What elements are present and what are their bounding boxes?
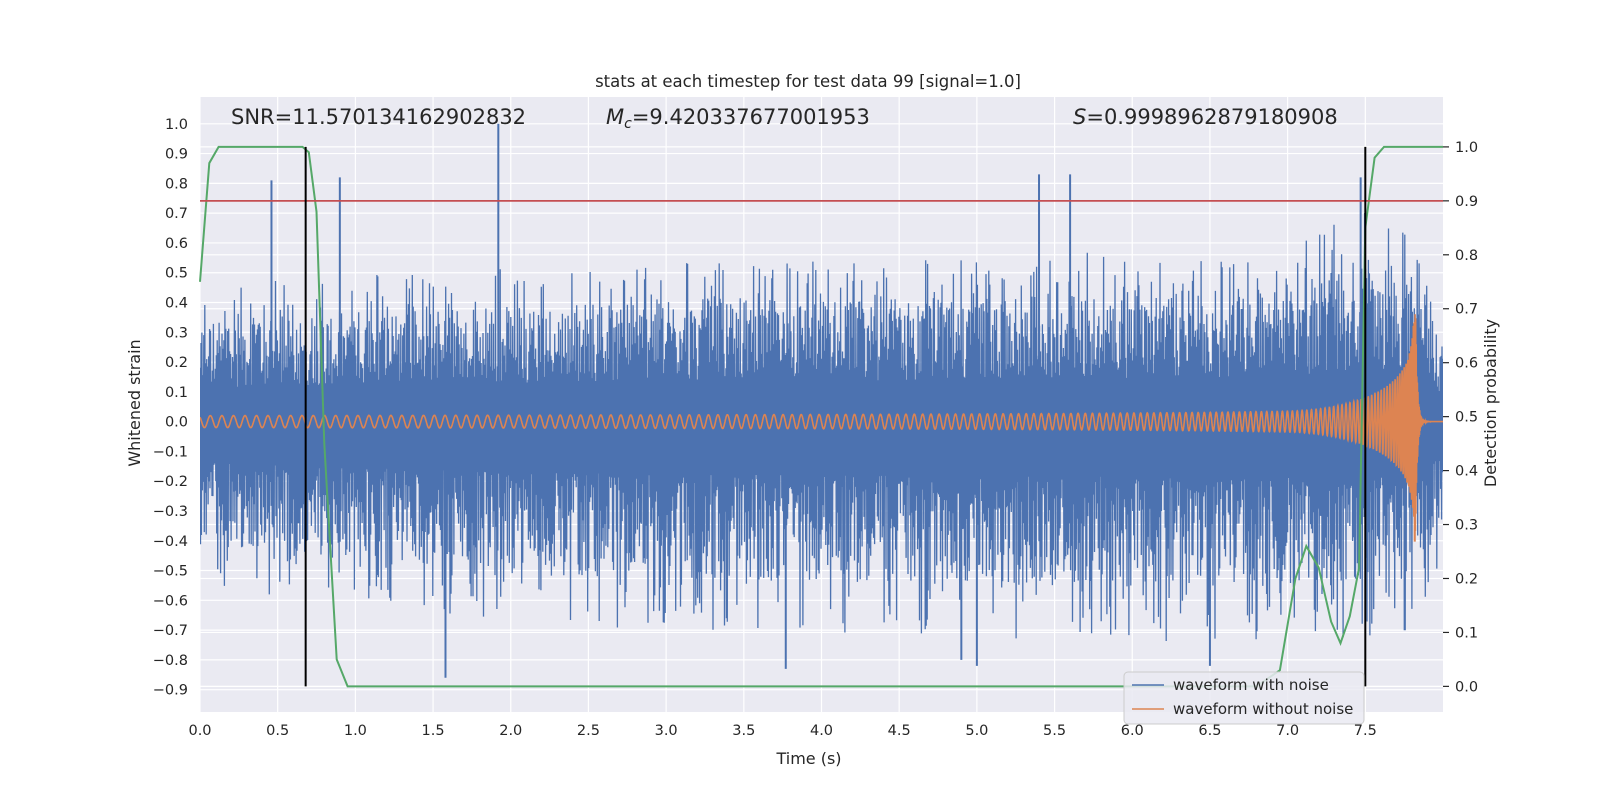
x-tick-label: 5.0 — [965, 723, 988, 739]
y2-tick-label: 0.1 — [1455, 625, 1478, 641]
y-tick-label: −0.7 — [153, 623, 188, 639]
mc-value: =9.420337677001953 — [632, 105, 870, 129]
x-tick-label: 2.5 — [577, 723, 600, 739]
s-stat: S=0.9998962879180908 — [1073, 105, 1338, 129]
snr-stat: SNR=11.570134162902832 — [231, 105, 526, 129]
y-tick-label: 0.4 — [165, 295, 188, 311]
x-tick-label: 4.5 — [888, 723, 911, 739]
y2-tick-label: 0.8 — [1455, 248, 1478, 264]
y-tick-label: −0.9 — [153, 683, 188, 699]
y-tick-label: −0.1 — [153, 444, 188, 460]
x-tick-label: 1.5 — [422, 723, 445, 739]
y-tick-label: 0.8 — [165, 176, 188, 192]
y-tick-label: 0.9 — [165, 147, 188, 163]
y-tick-label: −0.2 — [153, 474, 188, 490]
x-tick-label: 2.0 — [499, 723, 522, 739]
y-tick-label: 0.7 — [165, 206, 188, 222]
y2-tick-label: 0.3 — [1455, 518, 1478, 534]
legend: waveform with noise waveform without noi… — [1123, 671, 1365, 725]
x-tick-label: 7.0 — [1276, 723, 1299, 739]
y-tick-label: −0.8 — [153, 653, 188, 669]
x-tick-label: 7.5 — [1354, 723, 1377, 739]
x-tick-label: 1.0 — [344, 723, 367, 739]
x-axis-label: Time (s) — [775, 749, 841, 768]
y-tick-label: 0.5 — [165, 266, 188, 282]
x-tick-label: 3.0 — [655, 723, 678, 739]
y-tick-label: 0.1 — [165, 385, 188, 401]
mc-subscript: c — [624, 116, 632, 132]
x-tick-label: 3.5 — [732, 723, 755, 739]
series-waveform-without-noise — [200, 314, 1443, 542]
y-tick-label: −0.3 — [153, 504, 188, 520]
mc-stat: Mc=9.420337677001953 — [606, 105, 870, 132]
y-axis-left: 1.0 0.9 0.8 0.7 0.6 0.5 0.4 0.3 0.2 0.1 0.0 −0.1 −0.… — [153, 117, 188, 699]
y-tick-label: −0.5 — [153, 564, 188, 580]
overlay-layer — [199, 145, 1443, 688]
x-tick-label: 4.0 — [810, 723, 833, 739]
y-tick-label: −0.6 — [153, 593, 188, 609]
y2-tick-label: 0.9 — [1455, 194, 1478, 210]
y2-tick-label: 0.0 — [1455, 679, 1478, 695]
y2-axis-label: Detection probability — [1481, 319, 1500, 487]
y-tick-label: 0.0 — [165, 415, 188, 431]
y-tick-label: 0.3 — [165, 325, 188, 341]
x-tick-label: 0.0 — [188, 723, 211, 739]
y2-tick-label: 0.2 — [1455, 571, 1478, 587]
series-waveform-with-noise — [200, 212, 1443, 642]
legend-box — [1123, 671, 1365, 725]
series-layer — [200, 123, 1443, 678]
chart-title: stats at each timestep for test data 99 … — [595, 72, 1021, 91]
legend-entry-clean: waveform without noise — [1173, 700, 1353, 718]
y-tick-label: 0.2 — [165, 355, 188, 371]
y-tick-label: 1.0 — [165, 117, 188, 133]
y2-tick-label: 0.6 — [1455, 356, 1478, 372]
y-axis-label: Whitened strain — [125, 339, 144, 466]
s-value: =0.9998962879180908 — [1086, 105, 1337, 129]
y-axis-right: 1.0 0.9 0.8 0.7 0.6 0.5 0.4 0.3 0.2 0.1 0.0 — [1443, 140, 1478, 695]
s-symbol: S — [1073, 105, 1086, 129]
y-tick-label: −0.4 — [153, 534, 188, 550]
y2-tick-label: 1.0 — [1455, 140, 1478, 156]
x-axis: 0.0 0.5 1.0 1.5 2.0 2.5 3.0 3.5 4.0 4.5 5.0 5.5 6.0 6… — [188, 723, 1376, 739]
mc-symbol: M — [606, 105, 624, 129]
x-tick-label: 6.5 — [1198, 723, 1221, 739]
x-tick-label: 6.0 — [1121, 723, 1144, 739]
x-tick-label: 5.5 — [1043, 723, 1066, 739]
series-detection-probability — [199, 145, 1443, 688]
y-tick-label: 0.6 — [165, 236, 188, 252]
x-tick-label: 0.5 — [266, 723, 289, 739]
y2-tick-label: 0.5 — [1455, 410, 1478, 426]
y2-tick-label: 0.4 — [1455, 464, 1478, 480]
legend-entry-noise: waveform with noise — [1173, 676, 1329, 694]
y2-tick-label: 0.7 — [1455, 302, 1478, 318]
